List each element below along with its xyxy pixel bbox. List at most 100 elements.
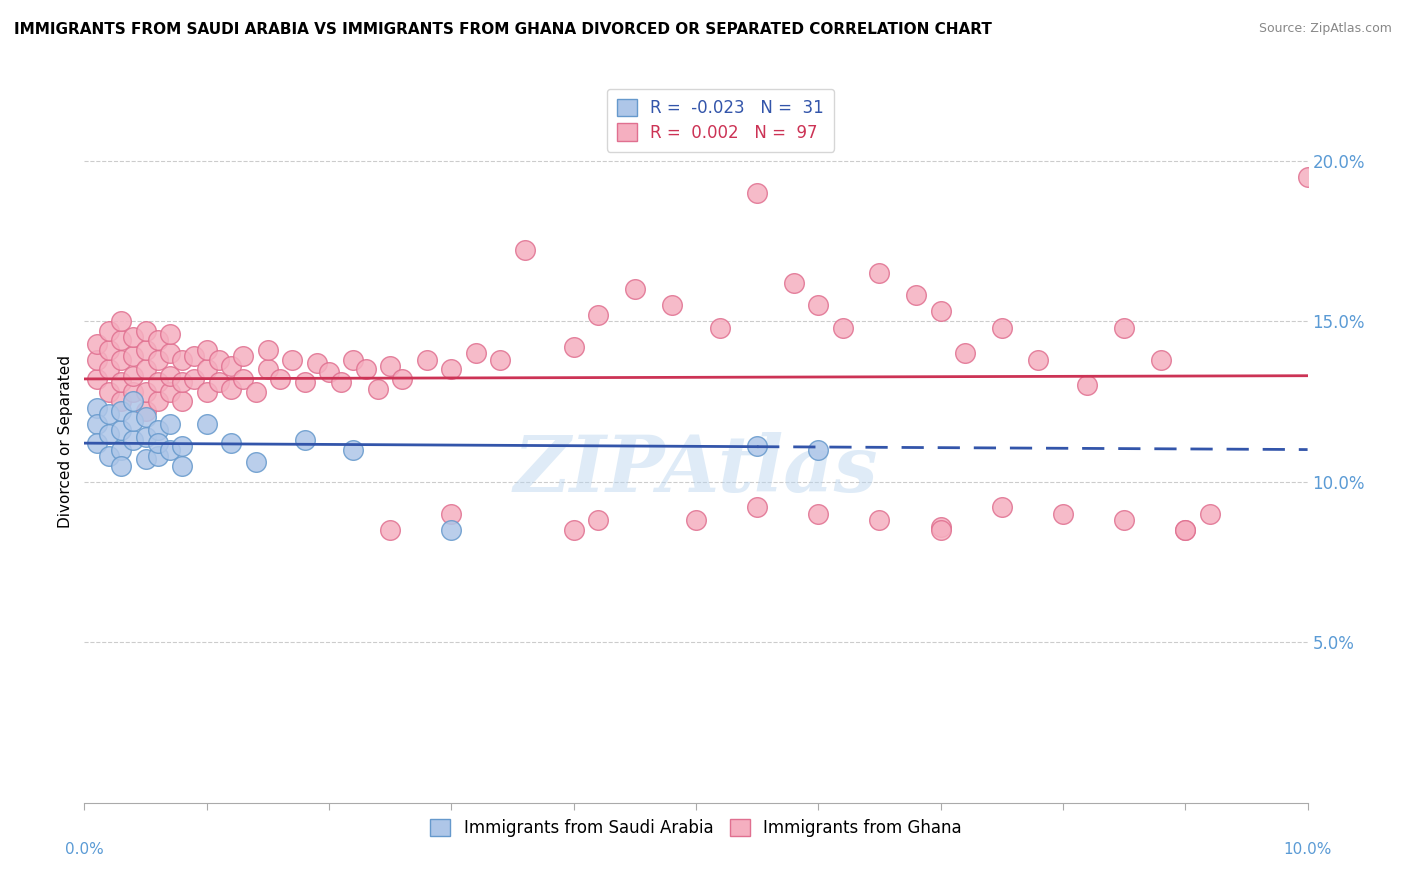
Point (122, 350, 145, 364)
Point (318, 366, 340, 380)
Point (1114, 320, 1136, 334)
Point (122, 368, 145, 383)
Point (1114, 513, 1136, 527)
Point (991, 500, 1014, 515)
Point (122, 330, 145, 344)
Point (146, 423, 169, 437)
Point (257, 343, 280, 357)
Legend: Immigrants from Saudi Arabia, Immigrants from Ghana: Immigrants from Saudi Arabia, Immigrants… (422, 810, 970, 845)
Point (953, 346, 976, 360)
Point (1198, 507, 1220, 521)
Point (86, 417, 108, 431)
Point (281, 352, 304, 367)
Point (219, 436, 242, 450)
Point (354, 362, 377, 376)
Point (747, 186, 769, 200)
Point (110, 404, 132, 418)
Point (219, 359, 242, 373)
Point (464, 346, 486, 360)
Point (195, 384, 218, 399)
Point (562, 523, 585, 537)
Text: IMMIGRANTS FROM SAUDI ARABIA VS IMMIGRANTS FROM GHANA DIVORCED OR SEPARATED CORR: IMMIGRANTS FROM SAUDI ARABIA VS IMMIGRAN… (14, 22, 993, 37)
Point (208, 375, 231, 389)
Point (807, 442, 830, 457)
Point (294, 433, 316, 447)
Point (1174, 523, 1197, 537)
Point (159, 346, 181, 360)
Point (110, 352, 132, 367)
Point (391, 372, 413, 386)
Point (195, 417, 218, 431)
Point (245, 384, 267, 399)
Point (183, 372, 205, 386)
Point (342, 352, 364, 367)
Point (807, 507, 830, 521)
Point (342, 442, 364, 457)
Point (146, 436, 169, 450)
Point (367, 382, 389, 396)
Text: Source: ZipAtlas.com: Source: ZipAtlas.com (1258, 22, 1392, 36)
Point (159, 442, 181, 457)
Point (219, 382, 242, 396)
Point (135, 384, 157, 399)
Point (97, 343, 120, 357)
Point (122, 433, 145, 447)
Point (159, 384, 181, 399)
Point (159, 326, 181, 341)
Point (208, 352, 231, 367)
Point (110, 458, 132, 473)
Point (1296, 169, 1319, 184)
Point (440, 362, 463, 376)
Point (97, 324, 120, 338)
Point (172, 458, 194, 473)
Point (661, 298, 683, 312)
Point (97, 449, 120, 463)
Point (380, 523, 402, 537)
Point (991, 320, 1014, 334)
Point (97, 407, 120, 421)
Point (929, 523, 952, 537)
Point (380, 359, 402, 373)
Point (709, 320, 731, 334)
Point (172, 394, 194, 409)
Point (586, 513, 609, 527)
Point (869, 266, 891, 280)
Point (110, 334, 132, 348)
Point (86, 352, 108, 367)
Point (440, 507, 463, 521)
Point (122, 394, 145, 409)
Point (97, 362, 120, 376)
Point (807, 298, 830, 312)
Point (232, 372, 254, 386)
Point (135, 404, 157, 418)
Point (135, 430, 157, 444)
Point (562, 340, 585, 354)
Point (110, 394, 132, 409)
Point (135, 362, 157, 376)
Text: 0.0%: 0.0% (65, 842, 104, 856)
Point (1052, 507, 1074, 521)
Point (869, 513, 891, 527)
Point (195, 362, 218, 376)
Point (1174, 523, 1197, 537)
Point (929, 304, 952, 318)
Point (489, 352, 512, 367)
Point (110, 442, 132, 457)
Point (110, 314, 132, 328)
Point (146, 449, 169, 463)
Point (159, 417, 181, 431)
Point (269, 372, 291, 386)
Point (294, 375, 316, 389)
Point (1150, 352, 1173, 367)
Point (159, 368, 181, 383)
Point (747, 439, 769, 453)
Point (1076, 378, 1098, 392)
Point (513, 244, 536, 258)
Point (440, 523, 463, 537)
Point (97, 426, 120, 441)
Point (172, 439, 194, 453)
Point (747, 500, 769, 515)
Y-axis label: Divorced or Separated: Divorced or Separated (58, 355, 73, 528)
Point (146, 352, 169, 367)
Text: ZIPAtlas: ZIPAtlas (513, 433, 879, 508)
